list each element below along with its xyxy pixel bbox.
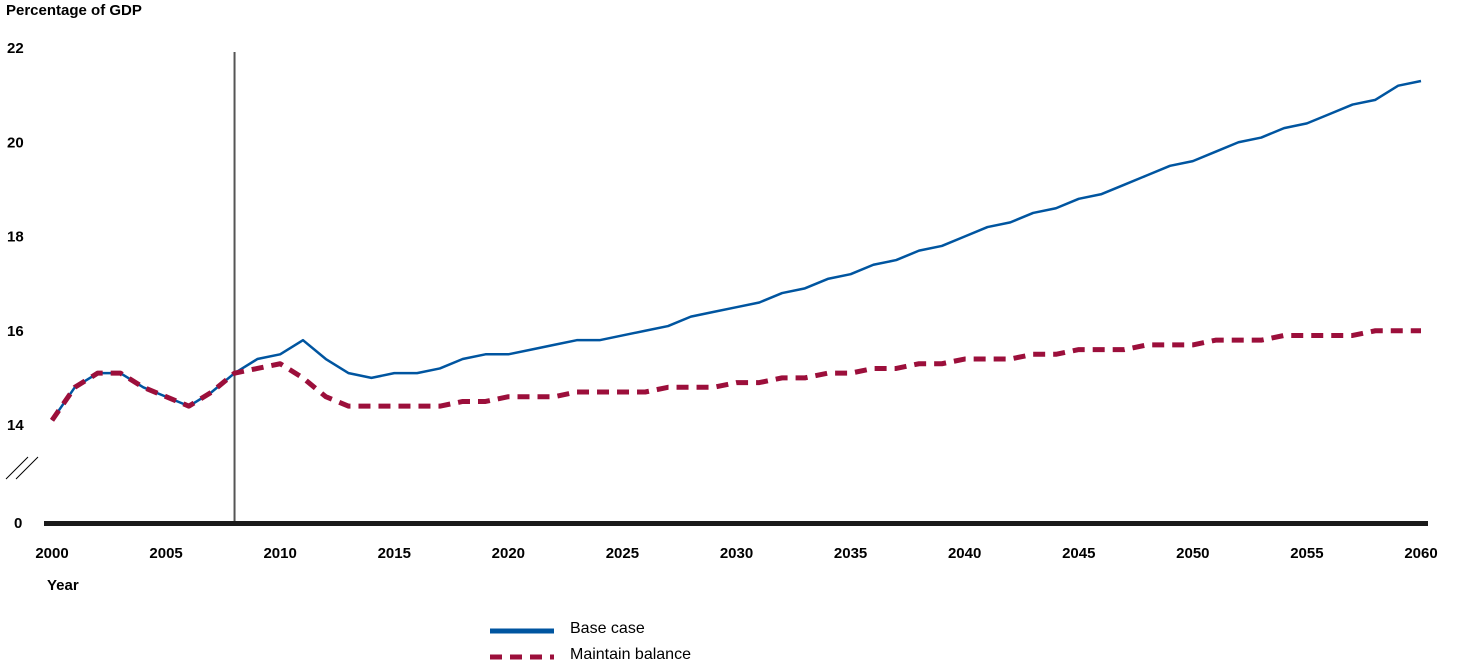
x-tick-label: 2060 [1404, 545, 1437, 562]
legend-label-base-case: Base case [570, 620, 645, 637]
series-group [49, 79, 1422, 422]
y-tick-label: 20 [7, 134, 24, 151]
y-tick-label: 22 [7, 40, 24, 57]
y-tick-label: 14 [7, 417, 24, 434]
series-line-maintain-balance [49, 328, 1421, 422]
y-tick-label: 18 [7, 229, 24, 246]
x-tick-label: 2020 [492, 545, 525, 562]
legend-label-maintain-balance: Maintain balance [570, 646, 691, 663]
x-tick-label: 2030 [720, 545, 753, 562]
x-tick-label: 2035 [834, 545, 867, 562]
x-tick-label: 2050 [1176, 545, 1209, 562]
y-axis-ticks: 22 20 18 16 14 0 [7, 40, 24, 532]
y-tick-label: 16 [7, 323, 24, 340]
x-tick-label: 2040 [948, 545, 981, 562]
x-tick-label: 2055 [1290, 545, 1323, 562]
x-axis-label: Year [47, 577, 79, 594]
x-tick-label: 2015 [378, 545, 411, 562]
y-axis-label: Percentage of GDP [6, 2, 142, 19]
legend-swatch-solid [490, 628, 554, 634]
x-tick-label: 2025 [606, 545, 639, 562]
legend-swatch-dashed [490, 654, 554, 660]
series-line-base-case [50, 79, 1422, 422]
x-tick-label: 2045 [1062, 545, 1095, 562]
axis-break-marker [5, 456, 39, 480]
y-tick-label-zero: 0 [14, 515, 22, 532]
x-tick-label: 2010 [263, 545, 296, 562]
x-tick-label: 2000 [35, 545, 68, 562]
x-axis-ticks: 2000 2005 2010 2015 2020 2025 2030 2035 2040 2045… [35, 545, 1437, 562]
x-axis-line [44, 521, 1428, 526]
x-tick-label: 2005 [149, 545, 182, 562]
